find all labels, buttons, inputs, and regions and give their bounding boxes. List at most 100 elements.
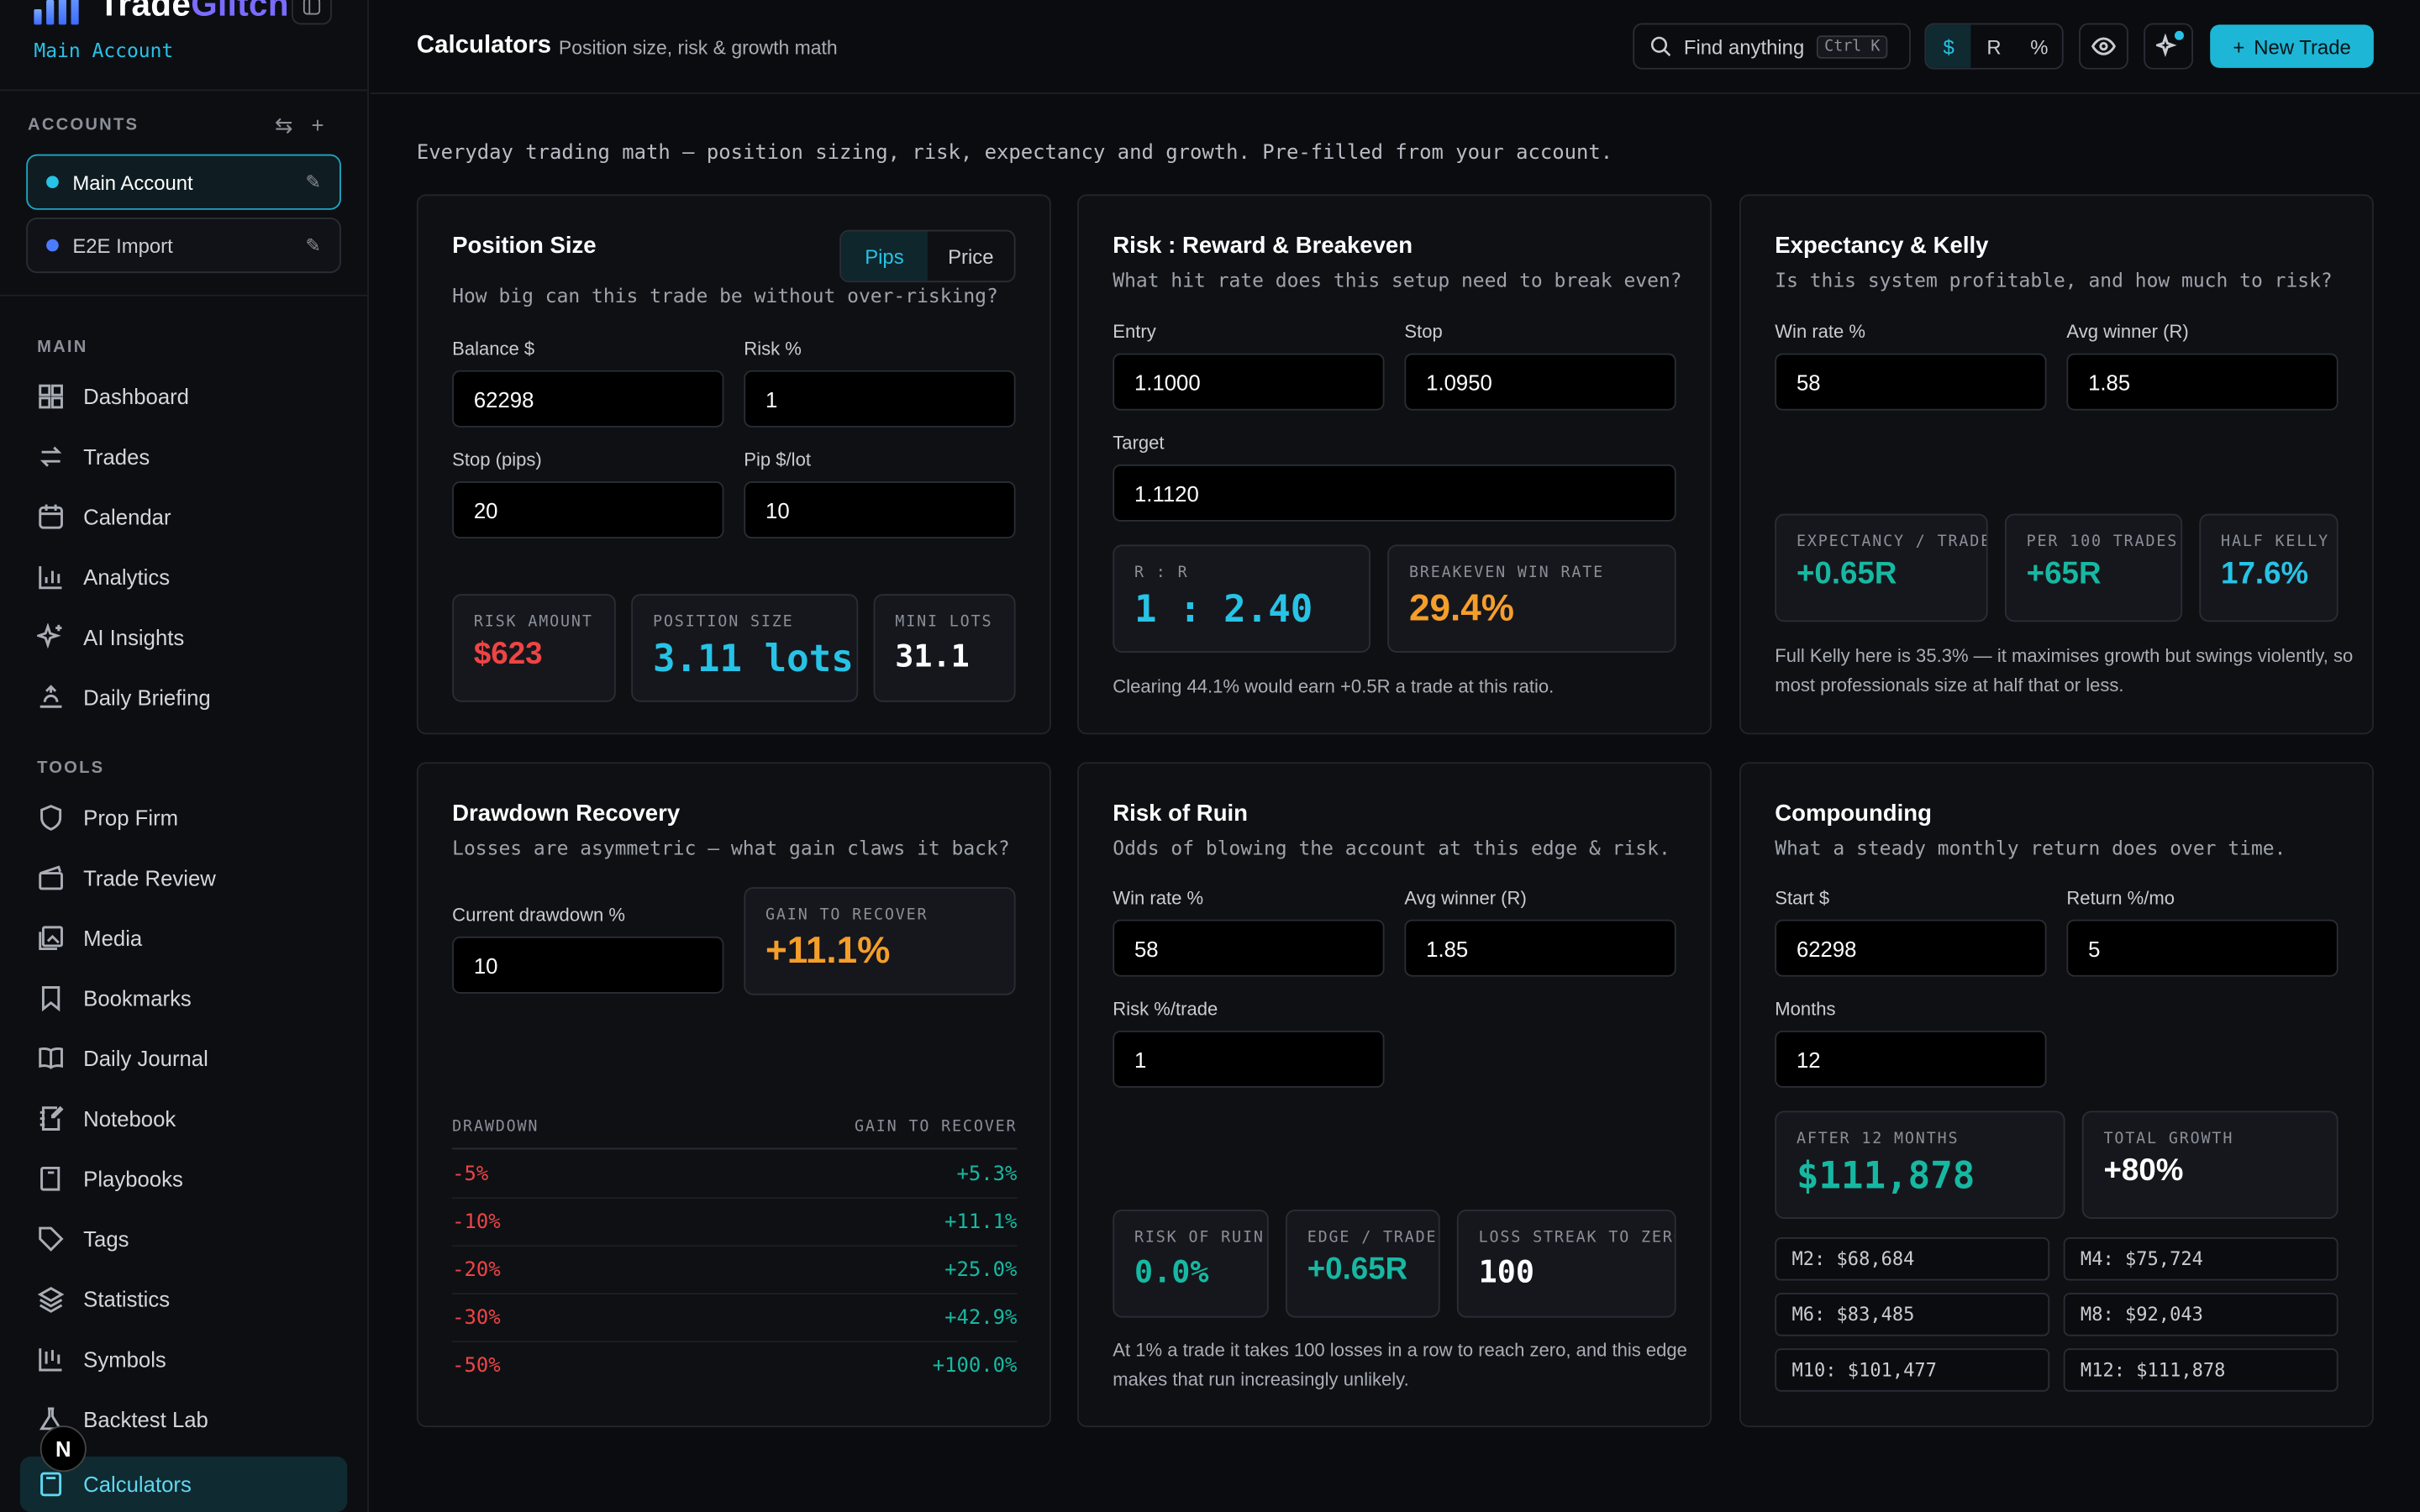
collapse-sidebar-button[interactable] <box>292 0 332 25</box>
stat-label: POSITION SIZE <box>652 614 794 632</box>
ai-button[interactable] <box>2144 23 2194 70</box>
nav-label: Dashboard <box>83 384 190 409</box>
start-input[interactable]: 62298 <box>1775 919 2047 977</box>
tag-icon <box>39 1226 64 1252</box>
nav-bookmarks[interactable]: Bookmarks <box>37 975 345 1021</box>
nav-tags[interactable]: Tags <box>37 1215 345 1262</box>
entry-input[interactable]: 1.1000 <box>1113 353 1385 411</box>
stat-label: AFTER 12 MONTHS <box>1796 1131 1960 1148</box>
search-input[interactable]: Find anything Ctrl K <box>1633 23 1911 70</box>
column-header: GAIN TO RECOVER <box>854 1118 1018 1136</box>
rr-note: Clearing 44.1% would earn +0.5R a trade … <box>1113 675 1555 698</box>
balance-input[interactable]: 62298 <box>452 370 724 428</box>
expectancy-card: Expectancy & Kelly Is this system profit… <box>1739 194 2374 735</box>
mode-toggle: Pips Price <box>839 229 1016 283</box>
stat-value: +80% <box>2103 1153 2184 1189</box>
stat-label: MINI LOTS <box>895 614 993 632</box>
nav-prop-firm[interactable]: Prop Firm <box>37 795 345 841</box>
nav-analytics[interactable]: Analytics <box>37 554 345 600</box>
stat-label: HALF KELLY <box>2221 533 2330 551</box>
mode-pips[interactable]: Pips <box>841 231 928 281</box>
nav-label: Notebook <box>83 1105 176 1131</box>
win-rate-label: Win rate % <box>1775 321 1866 343</box>
new-trade-button[interactable]: + New Trade <box>2210 24 2374 68</box>
gain-to-recover-stat: GAIN TO RECOVER +11.1% <box>744 887 1016 995</box>
logo-icon <box>34 0 86 25</box>
notebook-pen-icon <box>39 1105 64 1131</box>
divider <box>0 294 368 297</box>
brand[interactable]: TradeGlitch <box>34 0 289 25</box>
target-input[interactable]: 1.1120 <box>1113 464 1676 522</box>
account-item-e2e[interactable]: E2E Import ✎ <box>26 217 341 274</box>
month-chip: M2: $68,684 <box>1775 1237 2050 1281</box>
stat-label: RISK OF RUIN <box>1134 1229 1265 1247</box>
ruin-note-line: makes that run increasingly unlikely. <box>1113 1368 1409 1390</box>
nav-calendar[interactable]: Calendar <box>37 494 345 540</box>
table-header: DRAWDOWN GAIN TO RECOVER <box>452 1118 1018 1150</box>
nav-statistics[interactable]: Statistics <box>37 1276 345 1322</box>
privacy-toggle-button[interactable] <box>2079 23 2128 70</box>
nav-label: Symbols <box>83 1347 166 1372</box>
per-100-stat: PER 100 TRADES +65R <box>2004 513 2183 622</box>
nav-daily-journal[interactable]: Daily Journal <box>37 1035 345 1081</box>
nav-trades[interactable]: Trades <box>37 433 345 480</box>
card-description: What hit rate does this setup need to br… <box>1113 268 1682 292</box>
stop-input[interactable]: 20 <box>452 481 724 539</box>
unit-r[interactable]: R <box>1986 34 2002 58</box>
unit-percent[interactable]: % <box>2030 34 2049 58</box>
month-chip: M4: $75,724 <box>2063 1237 2338 1281</box>
risk-per-trade-input[interactable]: 1 <box>1113 1030 1385 1088</box>
win-rate-input[interactable]: 58 <box>1775 353 2047 411</box>
nav-label: Trades <box>83 444 150 470</box>
win-rate-input[interactable]: 58 <box>1113 919 1385 977</box>
stat-value: 31.1 <box>895 637 970 675</box>
nav-notebook[interactable]: Notebook <box>37 1095 345 1142</box>
nav-media[interactable]: Media <box>37 915 345 961</box>
unit-dollar[interactable]: $ <box>1926 24 1972 68</box>
kelly-note-line: Full Kelly here is 35.3% — it maximises … <box>1775 644 2354 667</box>
add-account-icon[interactable]: + <box>311 113 324 138</box>
return-input[interactable]: 5 <box>2066 919 2338 977</box>
nav-label: Daily Briefing <box>83 685 211 710</box>
bookmark-icon <box>41 986 60 1012</box>
table-row: -10% +11.1% <box>452 1199 1018 1247</box>
current-drawdown-label: Current drawdown % <box>452 904 625 927</box>
nav-backtest-lab[interactable]: Backtest Lab <box>37 1396 345 1442</box>
months-input[interactable]: 12 <box>1775 1030 2047 1088</box>
nav-dashboard[interactable]: Dashboard <box>37 373 345 419</box>
gain-cell: +42.9% <box>944 1305 1018 1330</box>
nav-trade-review[interactable]: Trade Review <box>37 855 345 901</box>
gain-cell: +5.3% <box>956 1162 1018 1186</box>
status-dot <box>46 239 59 252</box>
stop-input[interactable]: 1.0950 <box>1404 353 1676 411</box>
drawdown-cell: -5% <box>452 1162 489 1186</box>
account-item-main[interactable]: Main Account ✎ <box>26 154 341 210</box>
nav-label: Tags <box>83 1226 129 1252</box>
edit-icon[interactable]: ✎ <box>305 234 322 256</box>
return-label: Return %/mo <box>2066 887 2175 909</box>
mode-price[interactable]: Price <box>948 244 994 268</box>
gain-cell: +11.1% <box>944 1210 1018 1234</box>
dev-badge[interactable]: N <box>39 1425 87 1473</box>
table-row: -20% +25.0% <box>452 1247 1018 1295</box>
current-account[interactable]: Main Account <box>34 38 174 62</box>
expectancy-stat: EXPECTANCY / TRADE +0.65R <box>1775 513 1988 622</box>
tools-section-label: TOOLS <box>37 759 105 778</box>
breakeven-stat: BREAKEVEN WIN RATE 29.4% <box>1387 544 1676 653</box>
pip-value-input[interactable]: 10 <box>744 481 1016 539</box>
avg-winner-input[interactable]: 1.85 <box>2066 353 2338 411</box>
avg-winner-label: Avg winner (R) <box>1404 887 1527 909</box>
nav-daily-briefing[interactable]: Daily Briefing <box>37 675 345 721</box>
avg-winner-input[interactable]: 1.85 <box>1404 919 1676 977</box>
switch-icon[interactable]: ⇆ <box>274 113 293 138</box>
edit-icon[interactable]: ✎ <box>305 171 322 193</box>
nav-label: Analytics <box>83 564 171 590</box>
nav-ai-insights[interactable]: AI Insights <box>37 614 345 660</box>
current-drawdown-input[interactable]: 10 <box>452 936 724 994</box>
nav-symbols[interactable]: Symbols <box>37 1336 345 1383</box>
card-description: What a steady monthly return does over t… <box>1775 836 2286 860</box>
stat-label: PER 100 TRADES <box>2026 533 2179 551</box>
nav-label: Daily Journal <box>83 1046 208 1071</box>
risk-input[interactable]: 1 <box>744 370 1016 428</box>
nav-playbooks[interactable]: Playbooks <box>37 1156 345 1202</box>
